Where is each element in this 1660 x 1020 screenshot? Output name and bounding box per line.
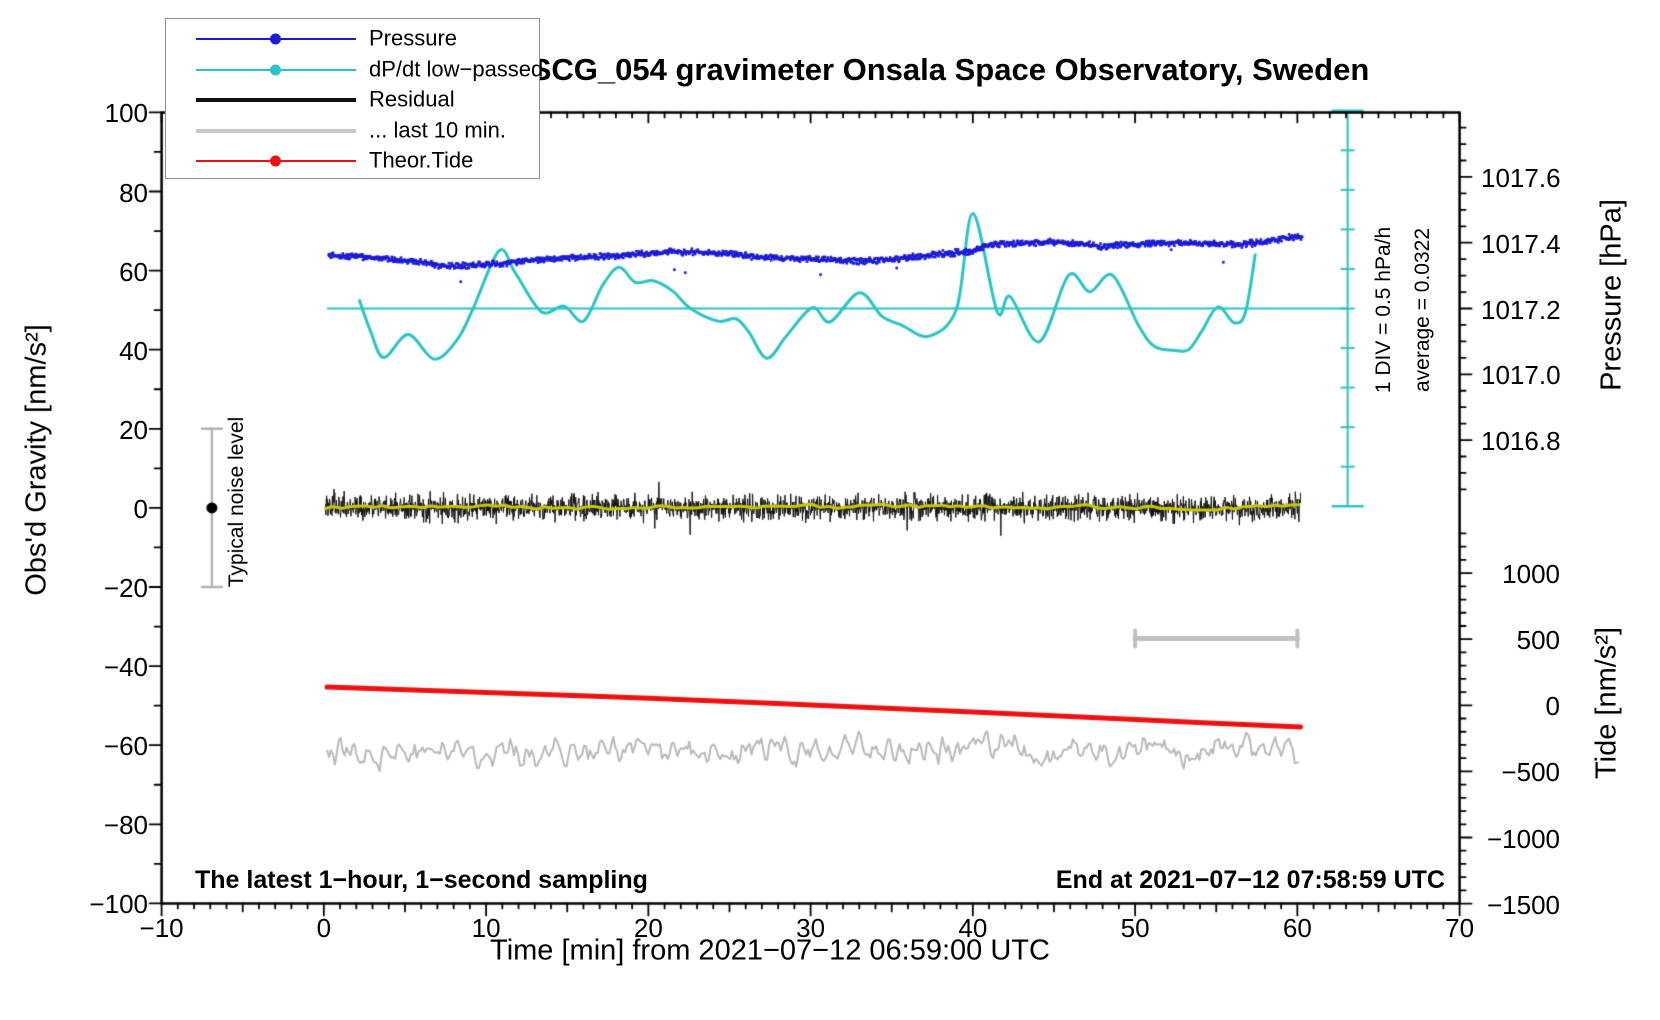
gravity-tick-label: 100 [104, 98, 148, 129]
legend: Pressure dP/dt low−passed Residual ... last… [165, 18, 544, 179]
x-tick-label: 20 [633, 913, 663, 943]
gravity-tick-label: 0 [133, 493, 148, 524]
pressure-tick-label: 1017.4 [1481, 228, 1561, 259]
sampling-note: The latest 1−hour, 1−second sampling [195, 866, 648, 894]
gravity-tick-label: −60 [103, 731, 148, 762]
typical-noise-label: Typical noise level [225, 416, 248, 588]
legend-item-label: Residual [369, 86, 455, 112]
x-axis-title: Time [min] from 2021−07−12 06:59:00 UTC [490, 934, 1050, 967]
pressure-tick-label: 1017.0 [1481, 360, 1561, 391]
x-tick-label: 40 [958, 913, 988, 943]
x-tick-label: 60 [1282, 913, 1312, 943]
end-time-note: End at 2021−07−12 07:58:59 UTC [1055, 866, 1445, 894]
y-axis-title-tide: Tide [nm/s²] [1590, 626, 1623, 780]
gravity-tick-label: −40 [103, 652, 148, 683]
legend-swatch-dot [270, 155, 281, 167]
x-tick-label: 0 [316, 913, 332, 943]
tide-tick-label: −500 [1501, 757, 1560, 788]
x-tick-label: 30 [796, 913, 826, 943]
gravity-tick-label: 80 [119, 177, 148, 208]
pressure-tick-label: 1017.2 [1481, 294, 1561, 325]
tide-tick-label: 500 [1516, 625, 1560, 656]
pressure-tick-label: 1017.6 [1481, 162, 1561, 193]
tide-tick-label: 1000 [1502, 559, 1560, 590]
legend-swatch [196, 98, 356, 102]
legend-item-label: dP/dt low−passed [369, 55, 544, 81]
legend-swatch-dot [270, 64, 281, 75]
tide-tick-label: 0 [1545, 691, 1560, 722]
pressure-tick-label: 1016.8 [1481, 426, 1561, 457]
legend-item-label: Theor.Tide [369, 147, 474, 173]
dpdt-scale-label: 1 DIV = 0.5 hPa/h [1372, 226, 1395, 394]
tide-tick-label: −1500 [1486, 889, 1560, 920]
legend-swatch-dot [270, 33, 281, 45]
gravity-tick-label: 20 [119, 414, 148, 445]
chart-title: SCG_054 gravimeter Onsala Space Observat… [530, 52, 1370, 87]
legend-swatch [196, 128, 356, 133]
tide-tick-label: −1000 [1486, 823, 1560, 854]
gravity-tick-label: −100 [89, 889, 148, 920]
dpdt-average-label: average = 0.0322 [1411, 227, 1434, 393]
gravity-tick-label: −20 [103, 573, 148, 603]
legend-item-label: Pressure [369, 25, 458, 51]
gravity-tick-label: 60 [119, 256, 148, 287]
x-tick-label: 10 [471, 913, 501, 943]
legend-item-label: ... last 10 min. [369, 116, 506, 142]
x-tick-label: 50 [1120, 913, 1150, 943]
gravity-tick-label: 40 [119, 335, 148, 366]
x-tick-label: −10 [139, 913, 184, 943]
gravity-tick-label: −80 [103, 810, 148, 841]
x-tick-label: 70 [1445, 913, 1475, 943]
